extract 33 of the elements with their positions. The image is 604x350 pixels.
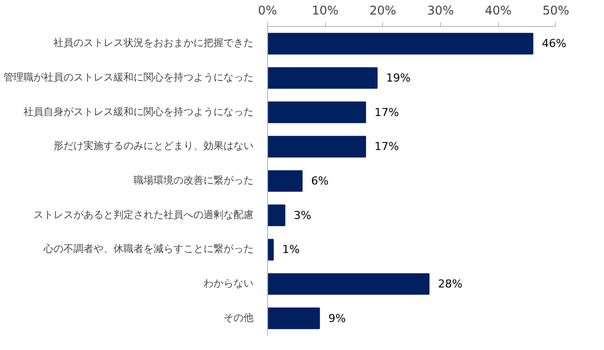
bar — [268, 308, 320, 330]
x-tick-label: 10% — [312, 4, 339, 18]
y-tick-label: ストレスがあると判定された社員への過剰な配慮 — [34, 208, 254, 221]
bar — [268, 204, 286, 226]
data-label: 3% — [294, 208, 312, 222]
x-tick-label: 20% — [370, 4, 396, 18]
data-label: 19% — [386, 72, 411, 84]
data-label: 17% — [374, 106, 400, 119]
bar — [268, 136, 366, 158]
y-tick-label: 社員自身がストレス緩和に関心を持つようになった — [24, 106, 254, 118]
x-tick-label: 50% — [542, 4, 570, 18]
data-label: 1% — [282, 243, 300, 256]
y-tick-label: 職場環境の改善に繋がった — [134, 174, 254, 186]
bar — [268, 238, 274, 260]
data-label: 28% — [438, 278, 462, 290]
y-tick-label: その他 — [224, 312, 254, 324]
y-tick-label: わからない — [204, 278, 254, 290]
bar — [268, 170, 303, 192]
bar — [268, 67, 378, 89]
x-tick-label: 40% — [484, 4, 512, 18]
data-label: 6% — [311, 174, 329, 188]
data-label: 46% — [542, 37, 566, 50]
y-tick-label: 管理職が社員のストレス緩和に関心を持つようになった — [4, 72, 254, 84]
data-label: 17% — [374, 140, 400, 154]
bar — [268, 102, 366, 124]
bar — [268, 32, 534, 54]
bar — [268, 273, 430, 295]
x-tick-label: 0% — [258, 4, 278, 18]
y-tick-label: 形だけ実施するのみにとどまり、効果はない — [54, 140, 254, 152]
data-label: 9% — [328, 312, 346, 325]
y-tick-label: 社員のストレス状況をおおまかに把握できた — [54, 37, 254, 50]
y-tick-label: 心の不調者や、休職者を減らすことに繋がった — [42, 243, 254, 256]
x-tick-label: 30% — [427, 4, 454, 18]
